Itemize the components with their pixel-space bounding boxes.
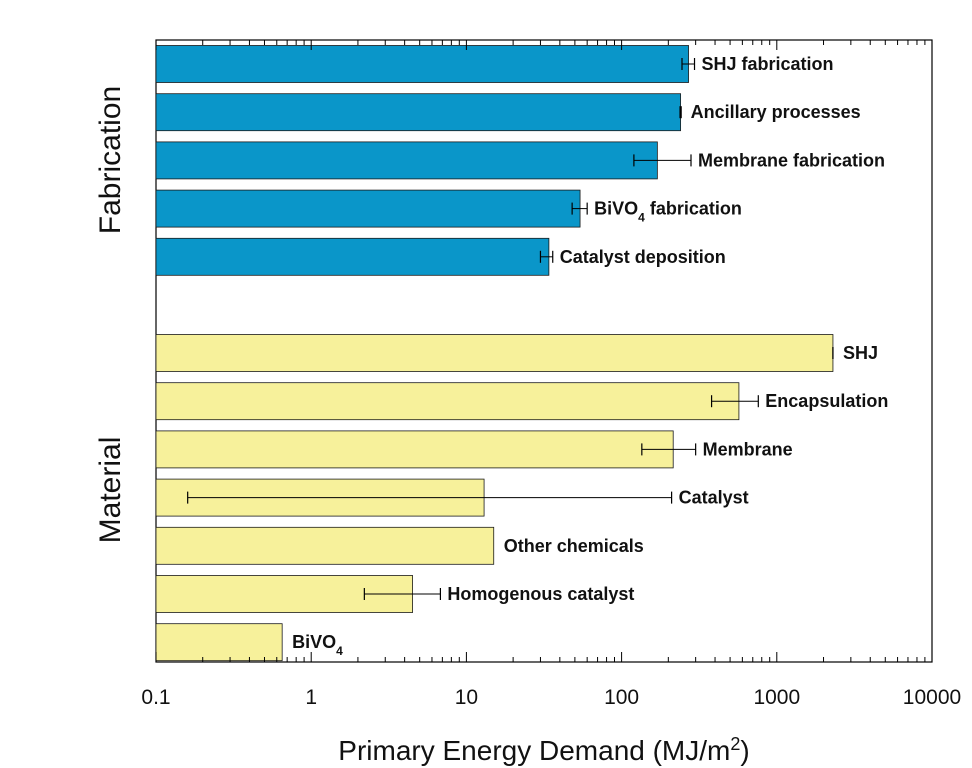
bar-label-fabrication-catalyst-deposition: Catalyst deposition <box>560 247 726 267</box>
bar-material-other-chemicals <box>155 526 495 565</box>
x-tick-label-1: 1 <box>305 686 317 709</box>
group-label-fabrication: Fabrication <box>94 86 127 234</box>
group-label-material: Material <box>94 437 127 544</box>
bar-label-fabrication-ancillary-processes: Ancillary processes <box>691 102 861 122</box>
x-tick-label-0: 0.1 <box>141 686 170 709</box>
bar-material-encapsulation <box>155 382 740 421</box>
x-axis-title-tail: ) <box>740 735 749 766</box>
bar-label-material-shj: SHJ <box>843 343 878 363</box>
bar-labels-layer: SHJ fabrication Ancillary processes Membra… <box>292 54 888 658</box>
bar-fabrication-ancillary-processes <box>155 93 682 132</box>
bar-label-fabrication-membrane-fabrication: Membrane fabrication <box>698 150 885 170</box>
x-tick-label-2: 10 <box>455 686 478 709</box>
bar-material-bivo4 <box>155 623 283 662</box>
x-tick-label-4: 1000 <box>753 686 800 709</box>
bar-material-membrane <box>155 430 674 469</box>
bar-label-material-other-chemicals: Other chemicals <box>504 536 644 556</box>
bar-label-material-encapsulation: Encapsulation <box>765 391 888 411</box>
x-axis-title: Primary Energy Demand (MJ/m2) <box>338 734 749 766</box>
error-bars-layer <box>187 58 834 600</box>
bar-label-fabrication-shj-fabrication: SHJ fabrication <box>702 54 834 74</box>
bar-label-material-bivo4: BiVO4 <box>292 632 343 658</box>
x-tick-label-5: 10000 <box>903 686 961 709</box>
bar-label-material-homogenous-catalyst: Homogenous catalyst <box>447 584 634 604</box>
x-axis-tick-labels: 0.1 1 10 100 1000 10000 <box>141 686 961 709</box>
bar-fabrication-catalyst-deposition <box>155 237 550 276</box>
bar-fabrication-shj-fabrication <box>155 45 689 83</box>
x-tick-label-3: 100 <box>604 686 639 709</box>
x-axis-ticks <box>155 40 933 662</box>
bar-material-shj <box>155 334 834 372</box>
bar-label-material-membrane: Membrane <box>703 439 793 459</box>
bar-fabrication-bivo4-fabrication <box>155 189 581 228</box>
bar-fabrication-membrane-fabrication <box>155 141 658 180</box>
bar-label-fabrication-bivo4-fabrication: BiVO4 fabrication <box>594 199 742 225</box>
x-axis-title-sup: 2 <box>730 734 740 754</box>
x-axis-title-main: Primary Energy Demand (MJ/m <box>338 735 730 766</box>
bars-layer <box>155 45 834 662</box>
bar-label-material-catalyst: Catalyst <box>679 488 749 508</box>
